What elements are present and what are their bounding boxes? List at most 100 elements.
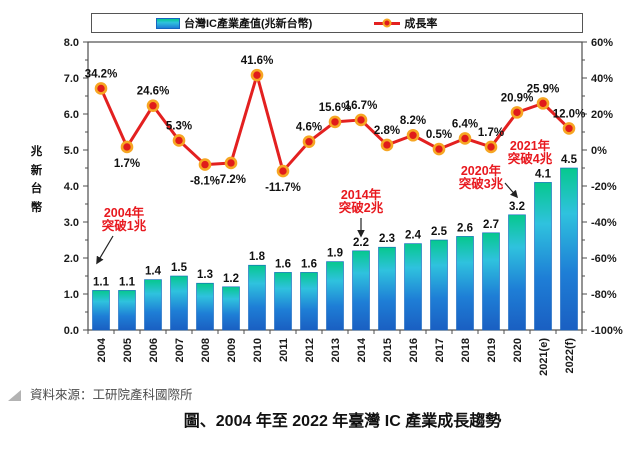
x-axis-label: 2006 (148, 338, 160, 362)
x-axis-label: 2010 (252, 338, 264, 362)
legend-bars-label: 台灣IC產業產值(兆新台幣) (184, 18, 313, 30)
left-axis-tick-label: 4.0 (64, 181, 79, 193)
milestone-annotation: 2021年 (510, 138, 551, 153)
x-axis-label: 2018 (460, 338, 472, 362)
bar-value-label: 2.2 (353, 237, 369, 249)
bar (274, 272, 292, 331)
growth-marker (484, 140, 498, 154)
bar (508, 214, 526, 331)
left-axis-tick-label: 8.0 (64, 37, 79, 49)
x-axis-label: 2020 (512, 338, 524, 362)
left-axis-tick-label: 7.0 (64, 73, 79, 85)
right-axis-tick-label: 40% (591, 73, 613, 85)
growth-value-label: 25.9% (527, 83, 560, 95)
bar-value-label: 2.7 (483, 219, 499, 231)
source-text: 資料來源：工研院產科國際所 (30, 388, 193, 402)
growth-value-label: 2.8% (374, 125, 400, 137)
bar-value-label: 1.8 (249, 251, 266, 263)
line-marker-icon (382, 18, 392, 28)
bar-value-label: 4.5 (561, 154, 578, 166)
left-axis-tick-label: 5.0 (64, 145, 79, 157)
x-axis-label: 2005 (122, 338, 134, 362)
growth-marker (94, 82, 108, 95)
milestone-annotation: 突破2兆 (339, 200, 384, 215)
annotation-arrow (504, 182, 519, 199)
line-series-swatch-icon (374, 18, 401, 28)
left-axis-title: 兆新台幣 (30, 146, 43, 214)
x-axis-label: 2014 (356, 337, 368, 362)
bar-value-label: 1.5 (171, 262, 188, 274)
right-axis-tick-label: 60% (591, 37, 613, 49)
x-axis-label: 2011 (278, 338, 290, 362)
bar-value-label: 2.4 (405, 230, 422, 242)
milestone-annotation: 突破1兆 (102, 218, 147, 233)
bar (378, 246, 396, 331)
bar-value-label: 1.4 (145, 266, 162, 278)
growth-value-label: 8.2% (400, 115, 426, 127)
growth-marker (146, 99, 160, 113)
left-axis-tick-label: 3.0 (64, 217, 79, 229)
milestone-annotation: 2004年 (104, 205, 145, 220)
bar-value-label: 1.6 (301, 258, 317, 270)
right-axis-tick-label: -40% (591, 217, 617, 229)
growth-marker (406, 128, 420, 142)
milestone-annotation: 突破4兆 (508, 151, 553, 166)
source-row: 資料來源：工研院產科國際所 (8, 384, 193, 403)
milestone-annotation: 突破3兆 (459, 176, 504, 191)
x-axis-label: 2016 (408, 338, 420, 362)
growth-marker (510, 106, 524, 119)
growth-value-label: 12.0% (553, 108, 586, 120)
growth-marker (198, 158, 212, 171)
x-axis-label: 2021(e) (538, 338, 550, 376)
growth-value-label: 6.4% (452, 118, 478, 130)
bar (196, 282, 214, 331)
growth-marker (432, 142, 446, 156)
bar-series-swatch-icon (156, 17, 180, 29)
legend-item-bars: 台灣IC產業產值(兆新台幣) (156, 15, 312, 31)
x-axis-label: 2017 (434, 338, 446, 362)
bar (222, 286, 240, 331)
bar (534, 182, 552, 331)
bar-value-label: 2.3 (379, 233, 395, 245)
growth-marker (536, 97, 550, 110)
bar (430, 239, 448, 331)
bar (300, 272, 318, 331)
growth-value-label: 4.6% (296, 122, 322, 134)
right-axis-tick-label: 0% (591, 145, 607, 157)
bar-value-label: 2.5 (431, 226, 448, 238)
growth-marker (458, 132, 472, 145)
growth-value-label: -8.1% (190, 176, 220, 188)
bar-value-label: 2.6 (457, 222, 473, 234)
growth-value-label: 20.9% (501, 92, 534, 104)
bar (144, 279, 162, 331)
x-axis-label: 2008 (200, 338, 212, 362)
growth-value-label: 0.5% (426, 129, 452, 141)
bar-value-label: 1.9 (327, 248, 343, 260)
right-axis-tick-label: -100% (591, 325, 623, 337)
figure-caption: 圖、2004 年至 2022 年臺灣 IC 產業成長趨勢 (183, 413, 502, 430)
growth-marker (380, 138, 394, 152)
x-axis-label: 2007 (174, 338, 186, 362)
growth-marker (172, 134, 186, 147)
growth-value-label: 15.6% (319, 102, 352, 114)
right-axis-tick-label: -20% (591, 181, 617, 193)
legend-line-label: 成長率 (404, 18, 438, 30)
x-axis-label: 2019 (486, 338, 498, 362)
milestone-annotation: 2020年 (461, 163, 502, 178)
growth-marker (328, 115, 342, 129)
x-axis-label: 2004 (96, 337, 108, 362)
growth-marker (224, 156, 238, 170)
bar (352, 250, 370, 331)
left-axis-tick-label: 6.0 (64, 109, 79, 121)
bar (92, 290, 110, 331)
left-axis-tick-label: 1.0 (64, 289, 79, 301)
bar (560, 167, 578, 331)
right-axis-tick-label: -60% (591, 253, 617, 265)
growth-marker (562, 122, 576, 135)
growth-value-label: 1.7% (114, 158, 140, 170)
milestone-annotation: 2014年 (341, 187, 382, 202)
bar-value-label: 3.2 (509, 201, 525, 213)
growth-value-label: 1.7% (478, 127, 504, 139)
bar (404, 243, 422, 331)
